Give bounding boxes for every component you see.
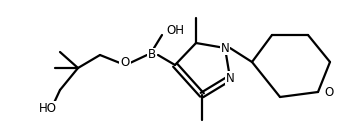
Text: B: B — [148, 48, 156, 62]
Text: N: N — [226, 71, 234, 84]
Text: HO: HO — [39, 102, 57, 115]
Text: N: N — [221, 42, 229, 55]
Text: O: O — [324, 86, 333, 99]
Text: OH: OH — [166, 23, 184, 36]
Text: O: O — [121, 56, 130, 70]
